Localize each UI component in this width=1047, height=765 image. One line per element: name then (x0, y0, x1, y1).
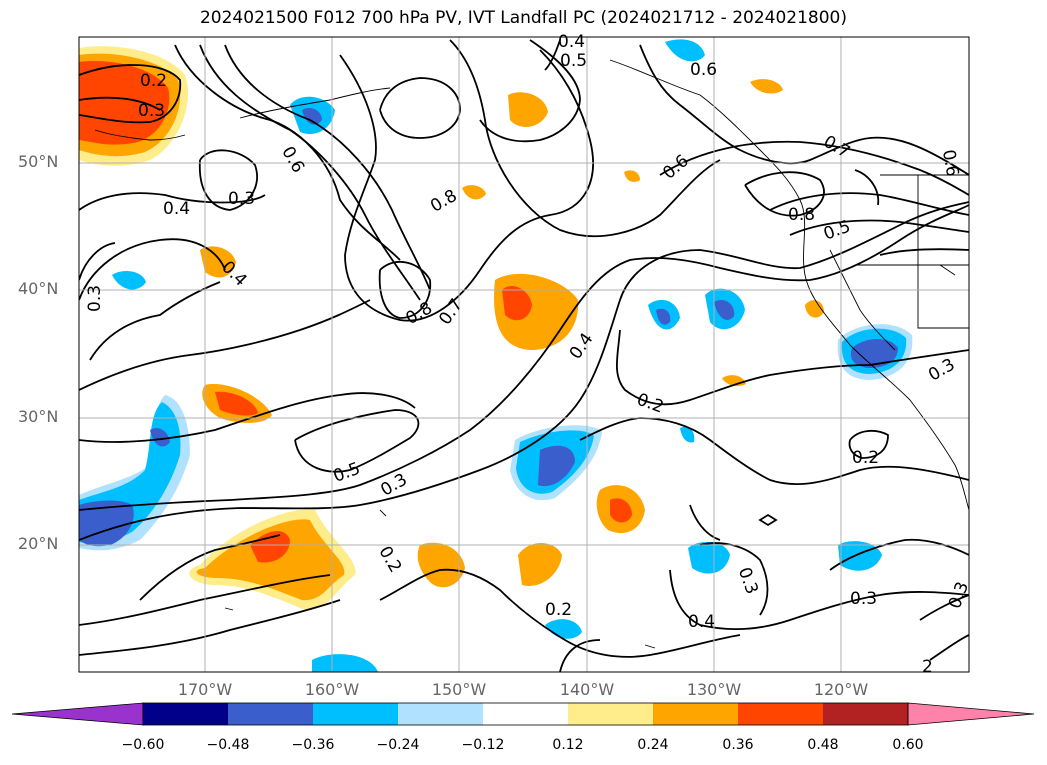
contour-label: 0.5 (560, 51, 587, 71)
contour-label: 0.2 (140, 71, 167, 91)
filled-anomalies (79, 39, 969, 672)
lat-label-50n: 50°N (18, 152, 59, 171)
contour-label: 0.2 (545, 600, 572, 620)
colorbar-segment (228, 703, 313, 725)
contour-label: 0.8 (788, 205, 815, 225)
contour-label: 0.4 (688, 612, 715, 632)
colorbar-segment (568, 703, 653, 725)
colorbar-tick-label: −0.12 (461, 737, 505, 753)
contour-label: 0.6 (690, 60, 717, 80)
colorbar-segment (738, 703, 823, 725)
colorbar-tick-label: −0.60 (121, 737, 165, 753)
contour-label: 0.4 (163, 199, 190, 219)
colorbar-segment (483, 703, 568, 725)
colorbar-tick-label: 0.36 (722, 737, 754, 753)
colorbar-tick-label: −0.24 (376, 737, 420, 753)
contour-label: 0.3 (850, 589, 877, 609)
colorbar-tick-label: 0.48 (807, 737, 839, 753)
colorbar-tick-label: −0.48 (206, 737, 250, 753)
contour-label: 0.3 (138, 101, 165, 121)
colorbar-segment (823, 703, 908, 725)
colorbar-tick-label: −0.36 (291, 737, 335, 753)
colorbar-segment (653, 703, 738, 725)
lon-label-150w: 150°W (431, 680, 487, 699)
map-title: 2024021500 F012 700 hPa PV, IVT Landfall… (199, 8, 847, 28)
lon-label-120w: 120°W (813, 680, 869, 699)
colorbar (11, 702, 1035, 726)
colorbar-extend-high (907, 702, 1035, 726)
colorbar-tick-label: 0.60 (892, 737, 924, 753)
contour-label: 0.3 (228, 189, 255, 209)
contour-label: 0.2 (852, 448, 879, 468)
lon-label-170w: 170°W (177, 680, 233, 699)
gridlines (79, 37, 969, 672)
lon-label-140w: 140°W (559, 680, 615, 699)
colorbar-tick-label: 0.24 (637, 737, 669, 753)
lat-label-40n: 40°N (18, 279, 59, 298)
colorbar-tick-label: 0.12 (552, 737, 584, 753)
colorbar-outline (142, 702, 909, 726)
coastlines (94, 59, 969, 649)
lat-label-20n: 20°N (18, 534, 59, 553)
pv-contours (79, 39, 969, 672)
lon-label-160w: 160°W (304, 680, 360, 699)
lat-label-30n: 30°N (18, 407, 59, 426)
colorbar-extend-low (11, 702, 144, 726)
contour-label: 2 (922, 657, 933, 677)
contour-label: 0.3 (85, 285, 105, 312)
positive-anomalies (79, 46, 824, 610)
colorbar-segment (313, 703, 398, 725)
colorbar-segment (398, 703, 483, 725)
contour-label: 0.4 (558, 32, 585, 52)
colorbar-segment (143, 703, 228, 725)
map-frame (78, 36, 970, 673)
lon-label-130w: 130°W (686, 680, 742, 699)
contour-label: 0.6 (938, 148, 962, 178)
